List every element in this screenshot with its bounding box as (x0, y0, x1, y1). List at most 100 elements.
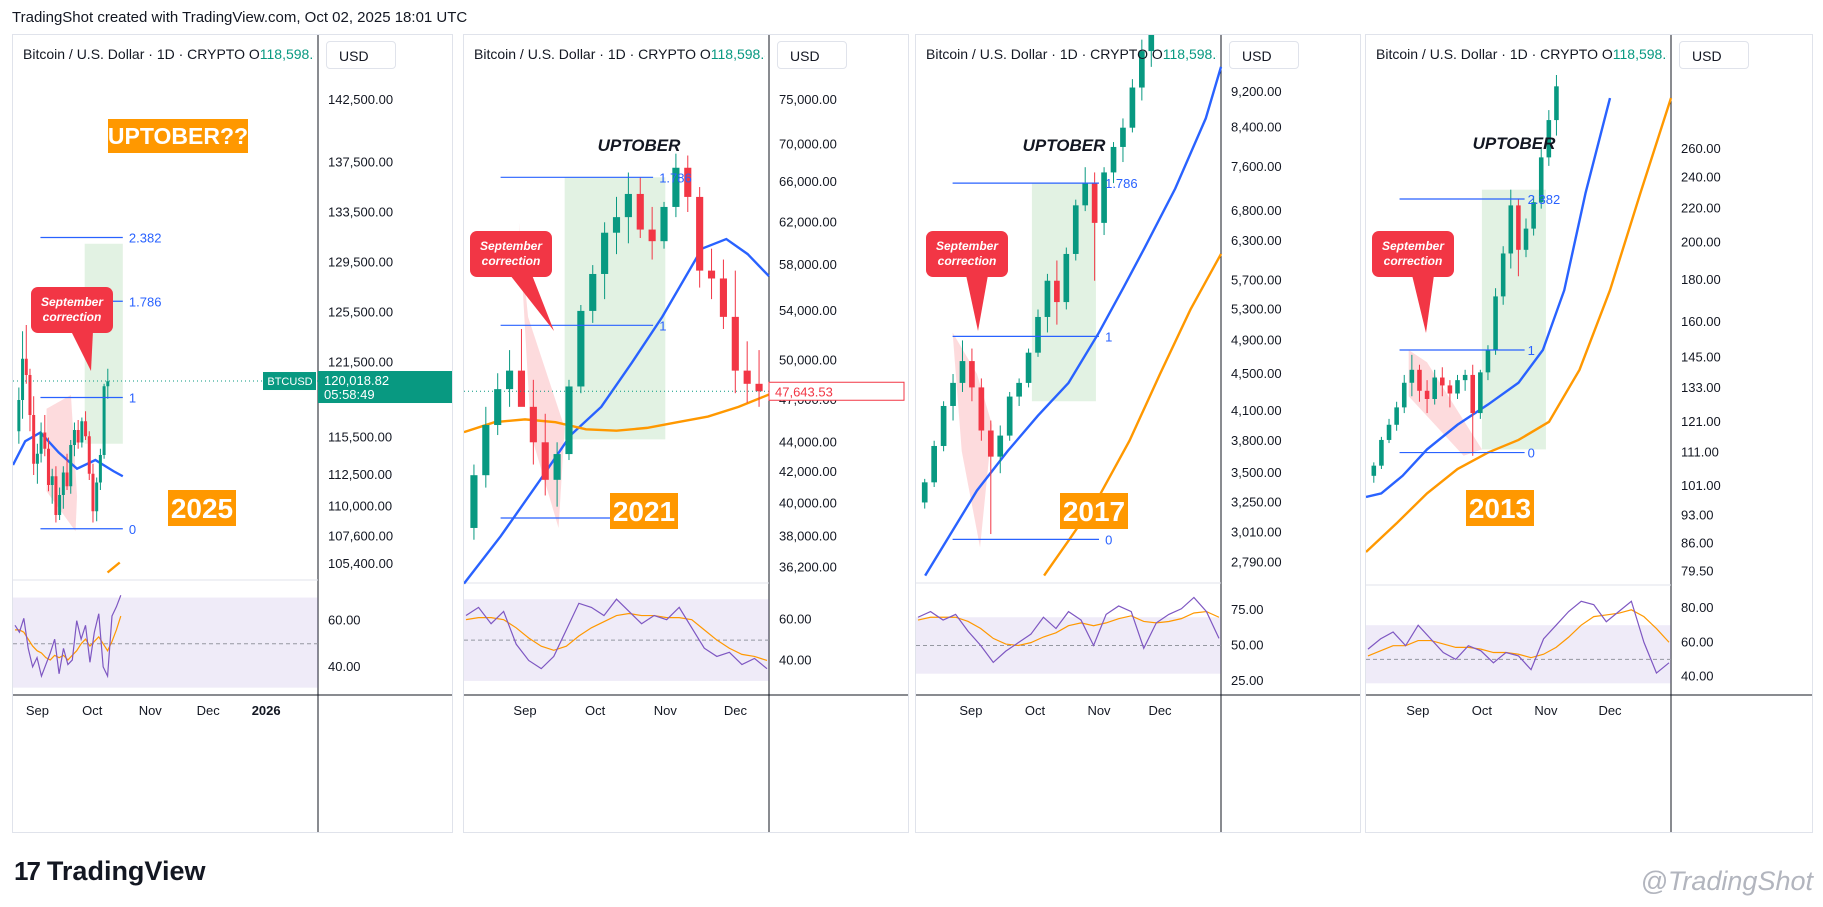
price-tick-label: 133,500.00 (328, 205, 393, 220)
candle-body (69, 445, 73, 487)
price-tick-label: 62,000.00 (779, 214, 837, 229)
time-tick-label: Oct (82, 703, 103, 718)
page-header: TradingShot created with TradingView.com… (12, 9, 468, 26)
candle-body (636, 193, 644, 230)
rsi-ma-line (15, 615, 122, 661)
candle-body (1371, 465, 1377, 476)
callout-pointer (1412, 275, 1434, 333)
chart-panel-2021[interactable]: 75,000.00 70,000.00 66,000.00 62,000.00 58,0… (463, 34, 909, 833)
ohlc-open-value: 118,598.86... (259, 46, 314, 62)
candle-body (565, 386, 573, 455)
candle-body (719, 278, 727, 317)
candle-body (28, 375, 32, 415)
candle-body (1424, 390, 1430, 399)
callout-line-2: correction (482, 254, 541, 268)
candle-body (50, 476, 54, 485)
fib-level-label: 1.786 (1105, 176, 1138, 191)
candle-body (47, 448, 51, 485)
time-tick-label: Nov (1087, 703, 1111, 718)
rsi-tick-label: 40.00 (1681, 668, 1714, 683)
price-tick-label: 180.00 (1681, 272, 1721, 287)
chart-title: UPTOBER (598, 136, 682, 155)
candle-body (98, 455, 102, 483)
price-tick-label: 3,800.00 (1231, 433, 1282, 448)
symbol-legend[interactable]: Bitcoin / U.S. Dollar · 1D · CRYPTO O118… (23, 46, 314, 62)
currency-button[interactable]: USD (326, 41, 396, 69)
price-tag (768, 381, 905, 401)
rsi-tick-label: 50.00 (1231, 637, 1264, 652)
symbol-name: Bitcoin / U.S. Dollar · 1D · CRYPTO O (1376, 46, 1613, 62)
symbol-legend[interactable]: Bitcoin / U.S. Dollar · 1D · CRYPTO O118… (926, 46, 1217, 62)
callout-pointer (510, 275, 554, 331)
symbol-legend[interactable]: Bitcoin / U.S. Dollar · 1D · CRYPTO O118… (1376, 46, 1667, 62)
chart-svg: 142,500.00 137,500.00 133,500.00 129,500.00… (13, 35, 452, 832)
moving-average-orange (464, 393, 770, 434)
price-tick-label: 50,000.00 (779, 352, 837, 367)
candle-body (80, 421, 84, 443)
symbol-tag-label: BTCUSD (267, 376, 312, 388)
price-tick-label: 8,400.00 (1231, 120, 1282, 135)
symbol-legend[interactable]: Bitcoin / U.S. Dollar · 1D · CRYPTO O118… (474, 46, 765, 62)
price-tick-label: 160.00 (1681, 314, 1721, 329)
fib-level-label: 1.786 (129, 294, 162, 309)
callout-box (926, 231, 1008, 277)
time-tick-label: Sep (26, 703, 49, 718)
price-tick-label: 7,600.00 (1231, 159, 1282, 174)
symbol-tag (263, 372, 316, 391)
price-tag-value: 47,643.53 (775, 384, 833, 399)
symbol-name: Bitcoin / U.S. Dollar · 1D · CRYPTO O (23, 46, 260, 62)
price-tick-label: 54,000.00 (779, 303, 837, 318)
rsi-tick-label: 40.00 (328, 659, 361, 674)
candle-body (1110, 146, 1117, 173)
price-tick-label: 260.00 (1681, 141, 1721, 156)
currency-button[interactable]: USD (1679, 41, 1749, 69)
chart-panel-2025[interactable]: 142,500.00 137,500.00 133,500.00 129,500.00… (12, 34, 453, 833)
tradingview-logo[interactable]: 17 TradingView (14, 856, 205, 887)
price-tick-label: 93.00 (1681, 508, 1714, 523)
price-tick-label: 66,000.00 (779, 174, 837, 189)
candle-body (553, 454, 561, 480)
candle-body (959, 361, 966, 383)
year-label: 2021 (613, 496, 675, 527)
rsi-tick-label: 60.00 (1681, 634, 1714, 649)
price-tick-label: 79.50 (1681, 564, 1714, 579)
callout-line-2: correction (938, 254, 997, 268)
candle-body (1531, 202, 1536, 229)
fib-level-label: 1 (129, 391, 136, 406)
candle-body (1546, 120, 1552, 158)
candle-body (997, 435, 1004, 457)
price-tick-label: 58,000.00 (779, 257, 837, 272)
candle-body (87, 436, 91, 474)
rsi-tick-label: 25.00 (1231, 673, 1264, 688)
time-tick-label: Sep (959, 703, 982, 718)
candle-body (672, 167, 680, 207)
chart-panel-2013[interactable]: 260.00 240.00 220.00 200.00 180.00 160.00 145.… (1365, 34, 1813, 833)
candle-body (577, 310, 585, 387)
candle-body (1478, 372, 1483, 414)
chart-svg: 260.00240.00220.00200.00180.00160.00145.… (1366, 35, 1812, 832)
price-tick-label: 44,000.00 (779, 434, 837, 449)
candle-body (731, 316, 739, 371)
price-tick-label: 86.00 (1681, 536, 1714, 551)
price-tick-label: 5,300.00 (1231, 301, 1282, 316)
candle-body (24, 358, 28, 375)
candle-body (589, 273, 597, 311)
price-tick-label: 110,000.00 (328, 498, 392, 513)
rsi-line (14, 595, 122, 679)
time-tick-label: 2026 (252, 703, 281, 718)
candle-body (1516, 205, 1521, 250)
candle-body (1139, 51, 1145, 88)
candle-body (1538, 157, 1544, 203)
price-tick-label: 145.00 (1681, 349, 1721, 364)
candle-body (1379, 439, 1384, 466)
currency-button[interactable]: USD (1229, 41, 1299, 69)
uptober-zone (1481, 189, 1546, 450)
rsi-ma-line (465, 612, 768, 662)
chart-panel-2017[interactable]: 9,200.00 8,400.00 7,600.00 6,800.00 6,300.00… (915, 34, 1361, 833)
price-tick-label: 6,800.00 (1231, 203, 1282, 218)
moving-average-orange (1043, 253, 1223, 577)
candle-body (1409, 369, 1415, 383)
candle-body (58, 495, 62, 515)
candle-body (32, 415, 36, 464)
currency-button[interactable]: USD (777, 41, 847, 69)
